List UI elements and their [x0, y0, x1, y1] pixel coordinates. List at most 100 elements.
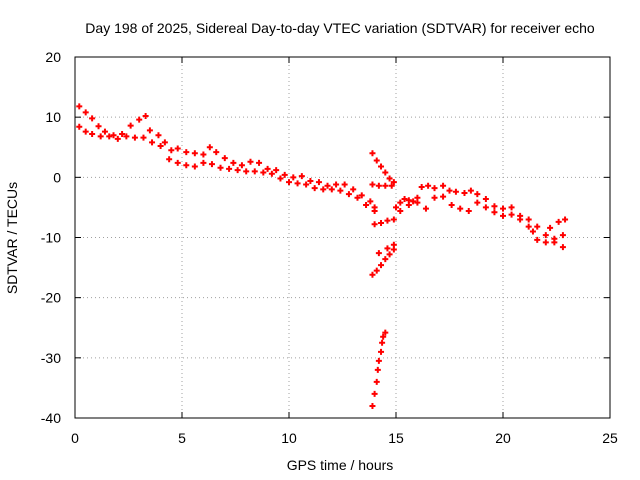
y-tick-label: -20 — [41, 290, 61, 306]
data-point-marker — [277, 175, 284, 182]
data-point-marker — [529, 228, 536, 235]
data-point-marker — [333, 181, 340, 188]
data-point-marker — [379, 339, 386, 346]
data-point-marker — [525, 223, 532, 230]
data-point-marker — [461, 189, 468, 196]
y-tick-label: -30 — [41, 350, 61, 366]
data-point-marker — [114, 135, 121, 142]
y-tick-label: 0 — [53, 169, 61, 185]
data-point-marker — [131, 134, 138, 141]
data-point-marker — [127, 122, 134, 129]
data-point-marker — [281, 171, 288, 178]
data-point-marker — [273, 167, 280, 174]
x-tick-label: 25 — [602, 430, 618, 446]
data-point-marker — [555, 218, 562, 225]
data-point-marker — [243, 168, 250, 175]
data-point-marker — [174, 145, 181, 152]
data-point-marker — [534, 236, 541, 243]
data-point-marker — [76, 123, 83, 130]
data-point-marker — [358, 192, 365, 199]
data-point-marker — [467, 187, 474, 194]
data-point-marker — [446, 187, 453, 194]
data-point-marker — [373, 267, 380, 274]
data-point-marker — [382, 182, 389, 189]
data-point-marker — [382, 329, 389, 336]
data-point-marker — [452, 188, 459, 195]
series-steep-drop — [369, 329, 389, 409]
data-point-marker — [97, 133, 104, 140]
data-point-marker — [324, 182, 331, 189]
data-point-marker — [142, 112, 149, 119]
data-point-marker — [238, 162, 245, 169]
data-point-marker — [422, 205, 429, 212]
data-point-marker — [542, 232, 549, 239]
data-point-marker — [374, 366, 381, 373]
data-point-marker — [378, 220, 385, 227]
data-point-marker — [547, 224, 554, 231]
data-point-marker — [474, 191, 481, 198]
data-point-marker — [371, 208, 378, 215]
data-point-marker — [534, 223, 541, 230]
data-point-marker — [414, 199, 421, 206]
data-point-marker — [363, 202, 370, 209]
data-points — [76, 103, 569, 409]
data-point-marker — [373, 157, 380, 164]
data-point-marker — [390, 241, 397, 248]
data-point-marker — [542, 239, 549, 246]
data-point-marker — [397, 208, 404, 215]
data-point-marker — [290, 174, 297, 181]
data-point-marker — [369, 271, 376, 278]
data-point-marker — [166, 156, 173, 163]
data-point-marker — [482, 195, 489, 202]
data-point-marker — [168, 147, 175, 154]
data-point-marker — [298, 173, 305, 180]
data-point-marker — [375, 250, 382, 257]
data-point-marker — [303, 181, 310, 188]
data-point-marker — [307, 177, 314, 184]
data-point-marker — [82, 109, 89, 116]
data-point-marker — [320, 186, 327, 193]
data-point-marker — [251, 168, 258, 175]
data-point-marker — [373, 378, 380, 385]
data-point-marker — [551, 235, 558, 242]
data-point-marker — [425, 182, 432, 189]
data-point-marker — [337, 187, 344, 194]
data-point-marker — [378, 262, 385, 269]
x-tick-label: 20 — [495, 430, 511, 446]
data-point-marker — [562, 216, 569, 223]
data-point-marker — [146, 127, 153, 134]
data-point-marker — [384, 217, 391, 224]
data-point-marker — [367, 198, 374, 205]
data-point-marker — [268, 170, 275, 177]
data-point-marker — [260, 169, 267, 176]
data-point-marker — [410, 198, 417, 205]
x-tick-label: 10 — [281, 430, 297, 446]
data-point-marker — [388, 182, 395, 189]
data-point-marker — [431, 194, 438, 201]
data-point-marker — [230, 159, 237, 166]
data-point-marker — [559, 244, 566, 251]
data-point-marker — [101, 128, 108, 135]
series-recovery-lower — [397, 193, 569, 246]
data-point-marker — [217, 164, 224, 171]
data-point-marker — [384, 245, 391, 252]
data-point-marker — [500, 205, 506, 212]
data-point-marker — [378, 163, 385, 170]
data-point-marker — [431, 185, 438, 192]
data-point-marker — [208, 161, 215, 168]
data-point-marker — [354, 194, 361, 201]
data-point-marker — [474, 199, 481, 206]
data-point-marker — [206, 144, 213, 151]
data-point-marker — [378, 348, 385, 355]
data-point-marker — [157, 143, 164, 150]
data-point-marker — [386, 175, 393, 182]
data-point-marker — [191, 163, 198, 170]
data-point-marker — [286, 179, 292, 186]
data-point-marker — [491, 209, 498, 216]
data-point-marker — [89, 131, 96, 138]
data-point-marker — [140, 134, 147, 141]
data-point-marker — [256, 159, 263, 166]
data-point-marker — [82, 128, 89, 135]
data-point-marker — [397, 199, 404, 206]
